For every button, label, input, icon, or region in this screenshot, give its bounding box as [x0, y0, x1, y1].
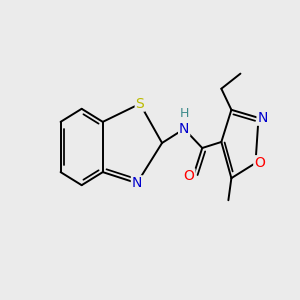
Text: H: H — [179, 107, 189, 120]
Text: N: N — [179, 122, 189, 136]
Text: N: N — [257, 111, 268, 125]
Text: N: N — [132, 176, 142, 190]
Text: O: O — [184, 169, 195, 183]
Text: O: O — [254, 156, 265, 170]
Text: S: S — [136, 97, 144, 111]
